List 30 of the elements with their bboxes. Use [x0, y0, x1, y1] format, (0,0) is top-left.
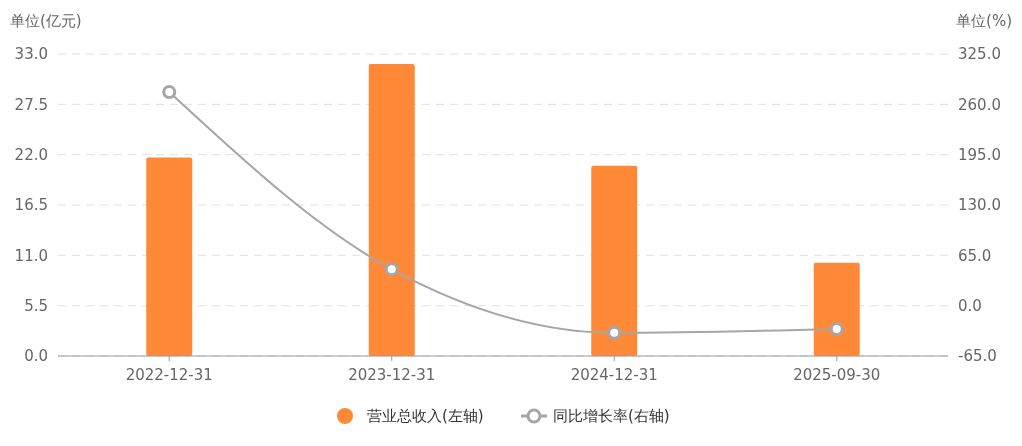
x-tick-label: 2023-12-31 — [348, 366, 436, 384]
y-tick-label: 0.0 — [24, 347, 48, 366]
bar — [146, 157, 193, 356]
point — [162, 84, 177, 99]
y-tick-label: 11.0 — [14, 246, 48, 265]
y-tick-label: 5.5 — [24, 296, 48, 315]
y-axis-title: 单位(亿元) — [10, 12, 82, 30]
y2-tick-label: 130.0 — [958, 196, 1001, 215]
legend-label: 同比增长率(右轴) — [553, 407, 670, 426]
y2-tick-label: 260.0 — [958, 95, 1001, 114]
point — [384, 262, 399, 277]
x-tick-label: 2025-09-30 — [793, 366, 881, 384]
y-tick-label: 22.0 — [14, 145, 48, 164]
y2-tick-label: 195.0 — [958, 145, 1001, 164]
x-tick-label: 2022-12-31 — [125, 366, 213, 384]
y-tick-label: 16.5 — [14, 196, 48, 215]
point — [607, 325, 622, 340]
y2-tick-label: 325.0 — [958, 45, 1001, 64]
legend-label: 营业总收入(左轴) — [367, 407, 484, 426]
y2-axis-title: 单位(%) — [956, 12, 1012, 30]
y2-tick-label: 0.0 — [958, 296, 982, 315]
x-tick-label: 2024-12-31 — [570, 366, 658, 384]
bar — [813, 262, 860, 356]
y-tick-label: 33.0 — [14, 45, 48, 64]
y2-tick-label: 65.0 — [958, 246, 992, 265]
point — [829, 321, 844, 336]
bar — [368, 64, 415, 356]
y-tick-label: 27.5 — [14, 95, 48, 114]
bar — [591, 165, 638, 356]
y2-tick-label: -65.0 — [958, 347, 997, 366]
